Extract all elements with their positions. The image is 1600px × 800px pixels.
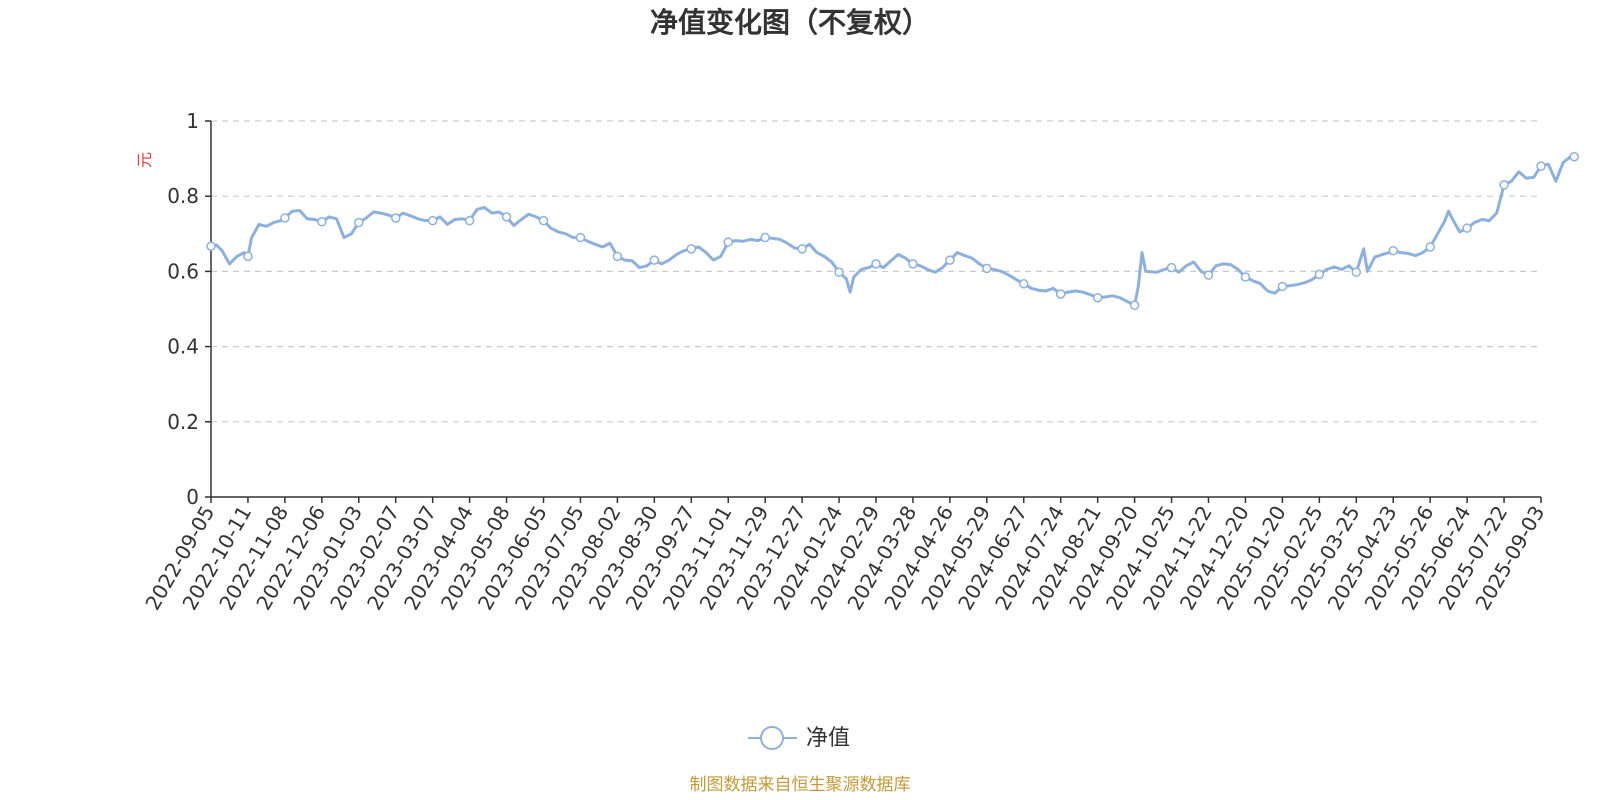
data-point[interactable]: [1425, 242, 1435, 252]
data-point[interactable]: [1129, 300, 1140, 310]
y-tick-label: 1: [186, 109, 199, 133]
data-point[interactable]: [1203, 270, 1214, 280]
data-point[interactable]: [871, 259, 881, 269]
y-tick-label: 0.4: [167, 335, 199, 359]
data-point[interactable]: [834, 267, 844, 277]
data-point[interactable]: [206, 241, 216, 251]
data-point[interactable]: [945, 255, 955, 265]
data-point[interactable]: [464, 215, 475, 226]
data-point[interactable]: [317, 217, 327, 227]
data-point[interactable]: [1388, 245, 1398, 256]
data-source-note: 制图数据来自恒生聚源数据库: [690, 775, 911, 795]
data-point[interactable]: [1536, 161, 1546, 171]
series-line: [210, 155, 1575, 307]
data-point[interactable]: [575, 232, 586, 243]
y-tick-label: 0: [186, 485, 199, 509]
y-axis-ticks: 0 0.2 0.4 0.6 0.8 1: [167, 109, 211, 509]
data-point[interactable]: [280, 213, 290, 223]
data-point[interactable]: [612, 251, 623, 262]
gridlines: [211, 120, 1541, 423]
data-point[interactable]: [1055, 289, 1066, 299]
data-point[interactable]: [1166, 262, 1177, 273]
data-point[interactable]: [982, 263, 992, 274]
data-point[interactable]: [1314, 269, 1325, 280]
data-point[interactable]: [1499, 180, 1509, 190]
data-point[interactable]: [1277, 281, 1288, 292]
data-point[interactable]: [1351, 267, 1362, 277]
data-point[interactable]: [1240, 272, 1251, 282]
data-point[interactable]: [501, 212, 512, 222]
y-axis-label: 元: [135, 152, 154, 168]
data-point[interactable]: [427, 215, 438, 226]
legend-label: 净值: [806, 726, 850, 751]
data-point[interactable]: [760, 232, 770, 243]
x-axis-ticks: 2022-09-052022-10-112022-11-082022-12-06…: [140, 497, 1549, 614]
data-point[interactable]: [390, 213, 401, 223]
y-tick-label: 0.8: [167, 184, 199, 208]
data-point[interactable]: [723, 237, 733, 247]
data-point[interactable]: [538, 215, 549, 226]
data-point[interactable]: [243, 251, 253, 262]
data-point[interactable]: [1019, 279, 1029, 289]
data-point[interactable]: [1569, 151, 1579, 162]
legend[interactable]: 净值: [748, 726, 850, 751]
data-point[interactable]: [908, 259, 918, 269]
data-point[interactable]: [797, 244, 807, 254]
data-point[interactable]: [686, 244, 697, 254]
y-tick-label: 0.2: [167, 410, 199, 434]
legend-marker-icon: [760, 726, 784, 750]
data-point[interactable]: [1092, 292, 1103, 303]
y-tick-label: 0.6: [167, 259, 199, 283]
data-point[interactable]: [649, 255, 660, 265]
data-point[interactable]: [354, 217, 364, 228]
data-point[interactable]: [1462, 223, 1472, 233]
chart-title: 净值变化图（不复权）: [650, 6, 930, 39]
series-net-value: [206, 151, 1579, 310]
axes: [210, 121, 1541, 498]
